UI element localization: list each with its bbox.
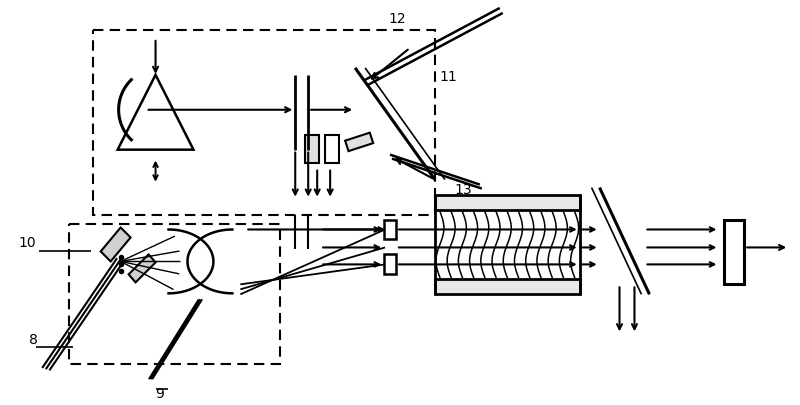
Bar xyxy=(435,194,579,209)
Bar xyxy=(384,220,396,239)
Text: 8: 8 xyxy=(29,333,38,347)
Bar xyxy=(384,254,396,274)
Text: 9: 9 xyxy=(155,387,165,401)
Bar xyxy=(93,30,435,215)
Polygon shape xyxy=(101,228,130,261)
Text: 12: 12 xyxy=(388,12,406,26)
Bar xyxy=(69,224,280,364)
Text: 11: 11 xyxy=(440,70,458,84)
Bar xyxy=(306,135,319,163)
Text: 10: 10 xyxy=(19,237,37,250)
Bar xyxy=(345,133,373,151)
Bar xyxy=(325,135,339,163)
Bar xyxy=(435,279,579,294)
Text: 13: 13 xyxy=(455,183,473,196)
Polygon shape xyxy=(129,254,155,282)
Bar xyxy=(724,220,744,284)
